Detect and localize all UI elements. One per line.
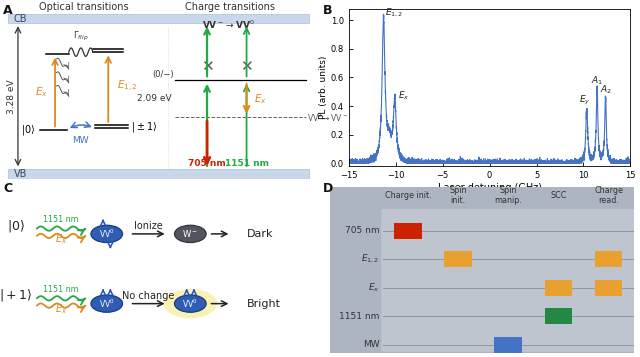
Text: $E_x$: $E_x$	[368, 282, 380, 294]
Text: ✕: ✕	[201, 59, 213, 74]
Text: Spin
manip.: Spin manip.	[494, 186, 522, 205]
FancyBboxPatch shape	[8, 169, 309, 178]
Text: MW: MW	[72, 136, 89, 145]
Text: $|\pm 1\rangle$: $|\pm 1\rangle$	[131, 120, 157, 134]
Text: Spin
init.: Spin init.	[449, 186, 467, 205]
Text: 1151 nm: 1151 nm	[339, 312, 380, 321]
Text: $\mathsf{VV}^0$: $\mathsf{VV}^0$	[182, 297, 198, 310]
FancyBboxPatch shape	[595, 280, 622, 296]
Circle shape	[163, 289, 217, 318]
Text: CB: CB	[14, 14, 28, 24]
Text: A: A	[3, 4, 13, 16]
Text: $E_{1,2}$: $E_{1,2}$	[117, 79, 138, 95]
Text: (0/−): (0/−)	[152, 70, 173, 79]
X-axis label: Laser detuning (GHz): Laser detuning (GHz)	[438, 183, 541, 193]
FancyBboxPatch shape	[431, 209, 484, 352]
Text: $A_2$: $A_2$	[600, 84, 612, 96]
FancyBboxPatch shape	[545, 308, 572, 324]
Text: C: C	[3, 182, 12, 195]
Text: $E_y$: $E_y$	[579, 94, 590, 107]
Text: $\mathsf{VV}^0$: $\mathsf{VV}^0$	[99, 228, 115, 240]
Text: $E_{1,2}$: $E_{1,2}$	[362, 253, 380, 265]
Text: Charge init.: Charge init.	[385, 191, 431, 200]
Text: VV$^0$$\to$VV$^-$: VV$^0$$\to$VV$^-$	[307, 111, 348, 124]
Text: Dark: Dark	[246, 229, 273, 239]
FancyBboxPatch shape	[394, 223, 422, 238]
Text: $|0\rangle$: $|0\rangle$	[6, 218, 24, 233]
Text: $A_1$: $A_1$	[591, 75, 603, 87]
FancyBboxPatch shape	[444, 251, 472, 267]
FancyBboxPatch shape	[495, 337, 522, 353]
Circle shape	[175, 225, 206, 242]
Text: $E_{1,2}$: $E_{1,2}$	[385, 7, 404, 19]
Text: VB: VB	[14, 169, 28, 179]
Text: 1151 nm: 1151 nm	[225, 159, 269, 168]
Text: Charge
read.: Charge read.	[594, 186, 623, 205]
Text: 3.28 eV: 3.28 eV	[8, 79, 17, 114]
FancyBboxPatch shape	[324, 184, 640, 357]
Text: 1151 nm: 1151 nm	[44, 285, 79, 294]
FancyBboxPatch shape	[582, 209, 635, 352]
Text: $E_x$: $E_x$	[55, 232, 67, 246]
FancyBboxPatch shape	[8, 14, 309, 23]
Text: 705 nm: 705 nm	[345, 226, 380, 235]
Text: MW: MW	[363, 340, 380, 350]
Text: Optical transitions: Optical transitions	[39, 2, 129, 12]
Circle shape	[91, 225, 122, 242]
FancyBboxPatch shape	[532, 209, 585, 352]
Text: $\mathsf{VV}^0$: $\mathsf{VV}^0$	[99, 297, 115, 310]
FancyBboxPatch shape	[545, 280, 572, 296]
FancyBboxPatch shape	[482, 209, 535, 352]
Text: $|+1\rangle$: $|+1\rangle$	[0, 287, 32, 303]
Text: Charge transitions: Charge transitions	[185, 2, 275, 12]
Text: $E_x$: $E_x$	[35, 85, 47, 99]
FancyBboxPatch shape	[381, 209, 435, 352]
Text: No change: No change	[122, 291, 175, 301]
Circle shape	[91, 295, 122, 312]
Text: SCC: SCC	[550, 191, 566, 200]
Text: $\Gamma_{flip}$: $\Gamma_{flip}$	[73, 30, 89, 43]
Text: 705 nm: 705 nm	[188, 159, 226, 168]
Text: Bright: Bright	[246, 298, 280, 309]
Text: $E_x$: $E_x$	[397, 89, 409, 102]
Text: VV$^-$$\to$VV$^0$: VV$^-$$\to$VV$^0$	[202, 19, 255, 31]
FancyBboxPatch shape	[595, 251, 622, 267]
Text: Ionize: Ionize	[134, 221, 163, 231]
Text: D: D	[323, 182, 333, 195]
Circle shape	[175, 295, 206, 312]
Text: ✕: ✕	[240, 59, 253, 74]
Text: $\mathsf{W}^-$: $\mathsf{W}^-$	[182, 228, 198, 240]
Text: B: B	[323, 4, 333, 16]
Text: $E_x$: $E_x$	[254, 92, 267, 106]
Y-axis label: PL (arb. units): PL (arb. units)	[319, 56, 328, 119]
Text: 1151 nm: 1151 nm	[44, 215, 79, 224]
Text: $|0\rangle$: $|0\rangle$	[21, 123, 35, 137]
Text: 2.09 eV: 2.09 eV	[138, 94, 172, 103]
Text: $E_x$: $E_x$	[55, 302, 67, 316]
